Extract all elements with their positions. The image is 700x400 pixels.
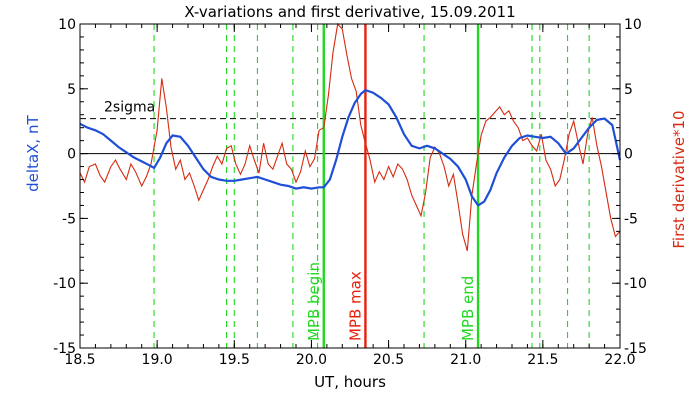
- series-derivative-line: [79, 22, 621, 251]
- x-axis: 18.5 19.0 19.5 20.0 20.5 21.0 21.5 22.0: [64, 24, 636, 368]
- series-deltax-line: [79, 88, 622, 207]
- y-axis-right: -15 -10 -5 0 5 10: [612, 17, 647, 357]
- y-right-tick-label: -10: [624, 276, 647, 292]
- x-axis-label: UT, hours: [314, 373, 386, 391]
- y-right-tick-label: 0: [624, 147, 633, 163]
- y-right-tick-label: 5: [624, 82, 633, 98]
- y-axis-right-label: First derivative*10: [670, 110, 688, 248]
- y-left-tick-label: 0: [67, 147, 76, 163]
- x-tick-label: 18.5: [64, 352, 95, 368]
- x-tick-label: 20.0: [296, 352, 327, 368]
- event-label: MPB end: [459, 276, 477, 341]
- y-right-tick-label: 10: [624, 17, 642, 33]
- chart-title: X-variations and first derivative, 15.09…: [184, 3, 515, 21]
- plot-frame: [79, 23, 621, 349]
- x-tick-label: 21.0: [450, 352, 481, 368]
- y-left-tick-label: 10: [58, 17, 76, 33]
- x-tick-label: 19.5: [219, 352, 250, 368]
- y-left-tick-label: 5: [67, 82, 76, 98]
- threshold-label: 2sigma: [104, 100, 155, 116]
- y-axis-left-label: deltaX, nT: [24, 115, 42, 192]
- y-right-tick-label: -15: [624, 341, 647, 357]
- plot-area: 2sigma MPB begin MPB max MPB end: [79, 22, 622, 349]
- x-tick-label: 20.5: [373, 352, 404, 368]
- y-left-tick-label: -15: [53, 341, 76, 357]
- event-label: MPB begin: [305, 262, 323, 341]
- y-left-tick-label: -10: [53, 276, 76, 292]
- y-axis-left: -15 -10 -5 0 5 10: [53, 17, 88, 357]
- x-tick-label: 21.5: [527, 352, 558, 368]
- dashed-green-lines: [153, 24, 590, 348]
- event-labels: MPB begin MPB max MPB end: [305, 262, 477, 341]
- event-label: MPB max: [346, 271, 364, 341]
- y-left-tick-label: -5: [62, 211, 76, 227]
- x-tick-label: 19.0: [142, 352, 173, 368]
- x-tick-label: 22.0: [604, 352, 635, 368]
- y-right-tick-label: -5: [624, 211, 638, 227]
